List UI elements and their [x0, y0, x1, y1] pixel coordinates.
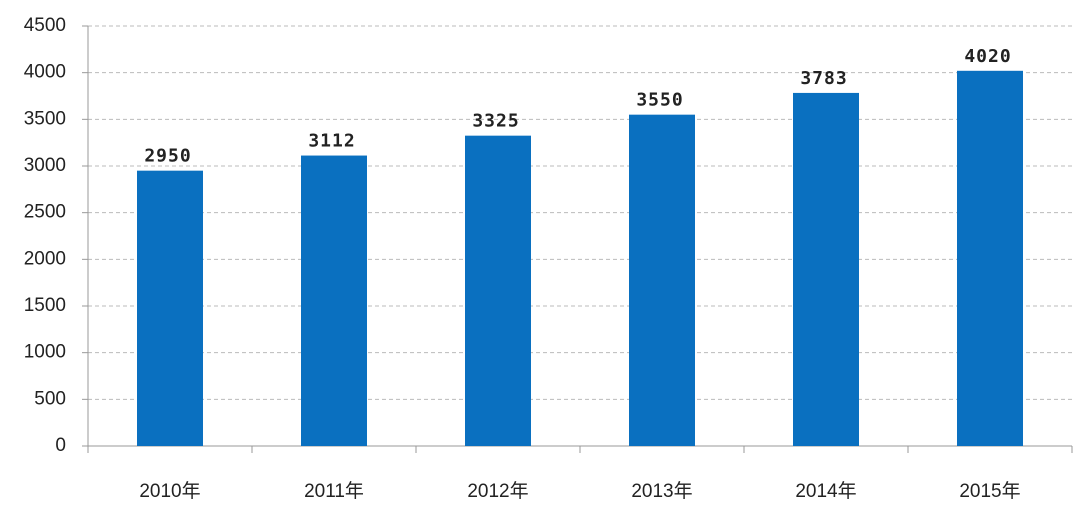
y-tick-label: 0 [55, 435, 66, 456]
value-label: 2950 [144, 146, 191, 167]
value-label: 3783 [800, 68, 847, 89]
y-tick-label: 1000 [24, 342, 66, 363]
bar [301, 155, 367, 446]
y-tick-label: 3500 [24, 108, 66, 129]
bar [957, 70, 1023, 447]
y-tick-label: 4500 [24, 15, 66, 36]
bar [465, 135, 531, 446]
bar [793, 92, 859, 447]
x-tick-label: 2012年 [467, 480, 528, 502]
value-label: 4020 [964, 46, 1011, 67]
y-tick-label: 4000 [24, 62, 66, 83]
y-tick-label: 3000 [24, 155, 66, 176]
y-tick-label: 500 [34, 388, 66, 409]
value-label: 3112 [308, 131, 355, 152]
value-label: 3325 [472, 111, 519, 132]
x-tick-label: 2011年 [304, 480, 364, 502]
x-tick-label: 2014年 [795, 480, 856, 502]
x-tick-label: 2010年 [139, 480, 200, 502]
value-label: 3550 [636, 90, 683, 111]
y-tick-label: 2000 [24, 248, 66, 269]
x-tick-label: 2013年 [631, 480, 692, 502]
y-tick-label: 2500 [24, 202, 66, 223]
y-tick-label: 1500 [24, 295, 66, 316]
bar [137, 170, 203, 446]
x-tick-label: 2015年 [959, 480, 1020, 502]
bar [629, 114, 695, 447]
